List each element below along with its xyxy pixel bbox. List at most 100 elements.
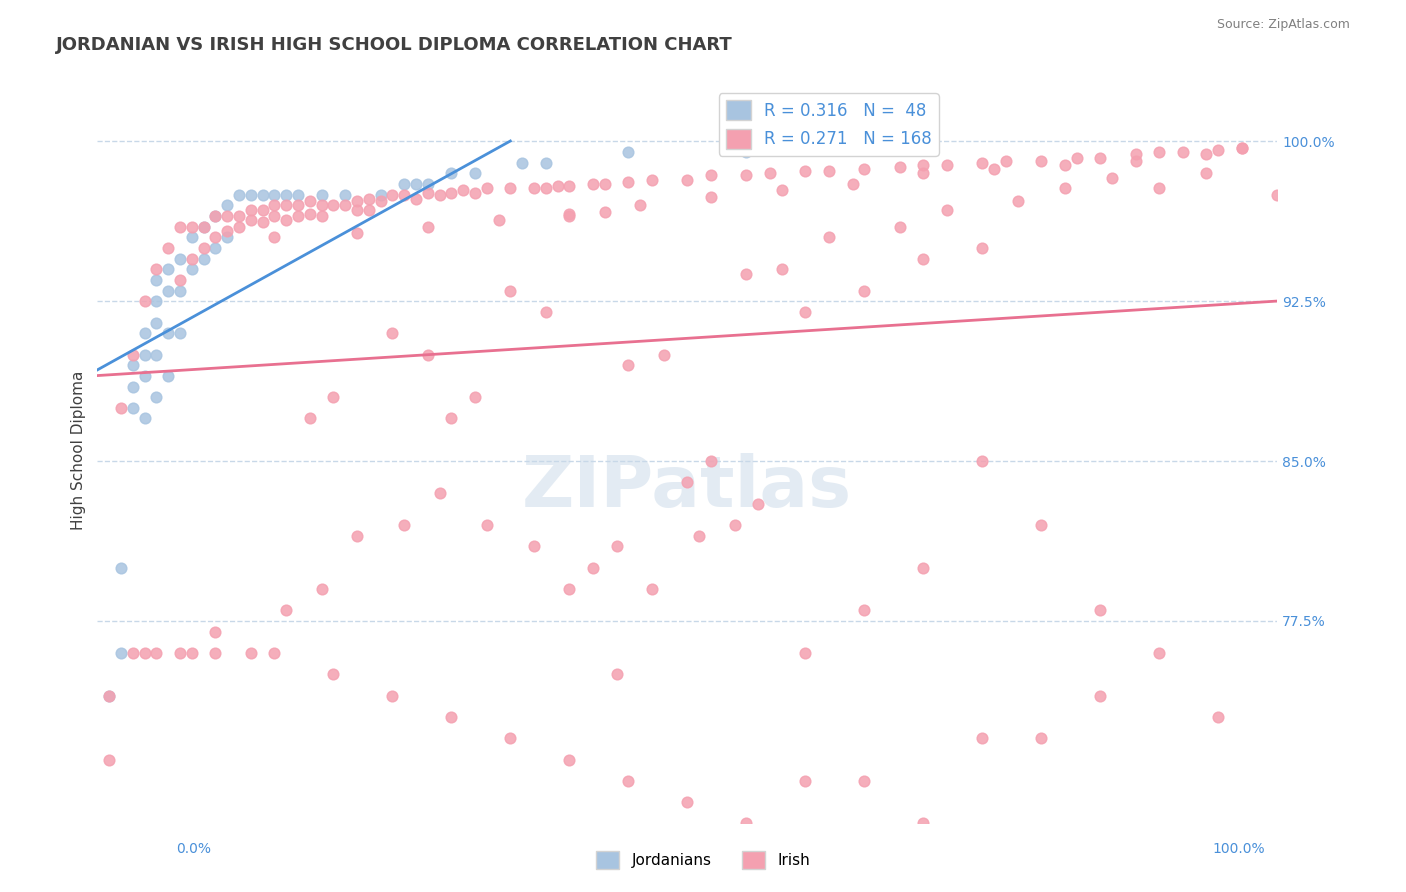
Point [169,252,191,266]
Point [110,646,132,660]
Point [204,624,226,639]
Point [252,215,274,229]
Point [311,187,333,202]
Point [346,226,368,240]
Point [134,368,156,383]
Point [818,230,841,244]
Point [794,773,817,788]
Point [464,390,486,404]
Text: Source: ZipAtlas.com: Source: ZipAtlas.com [1216,18,1350,31]
Point [972,155,994,169]
Point [169,284,191,298]
Point [1053,158,1076,172]
Point [134,347,156,361]
Text: JORDANIAN VS IRISH HIGH SCHOOL DIPLOMA CORRELATION CHART: JORDANIAN VS IRISH HIGH SCHOOL DIPLOMA C… [56,36,733,54]
Point [794,164,817,178]
Point [912,816,935,830]
Point [676,795,699,809]
Point [193,219,215,234]
Point [217,224,239,238]
Point [853,603,876,617]
Point [440,411,463,425]
Point [333,187,356,202]
Point [534,155,557,169]
Point [488,213,510,227]
Point [1206,143,1229,157]
Point [157,326,180,341]
Point [1265,187,1288,202]
Point [204,230,226,244]
Point [1066,152,1088,166]
Point [475,181,498,195]
Point [228,187,250,202]
Point [157,368,180,383]
Point [440,166,463,180]
Y-axis label: High School Diploma: High School Diploma [72,371,86,530]
Point [169,646,191,660]
Point [759,166,782,180]
Point [440,710,463,724]
Point [747,497,769,511]
Text: 100.0%: 100.0% [1213,842,1265,856]
Point [464,166,486,180]
Point [405,192,427,206]
Point [628,198,651,212]
Point [735,816,758,830]
Point [1101,170,1123,185]
Point [912,158,935,172]
Point [121,358,143,372]
Point [381,326,404,341]
Point [440,186,463,200]
Point [263,230,285,244]
Point [593,204,616,219]
Point [972,731,994,746]
Point [451,183,474,197]
Point [276,198,298,212]
Point [333,198,356,212]
Point [381,187,404,202]
Point [98,752,121,766]
Point [523,540,546,554]
Point [700,454,723,468]
Point [1149,646,1171,660]
Legend: Jordanians, Irish: Jordanians, Irish [591,845,815,875]
Point [121,347,143,361]
Point [558,752,581,766]
Point [700,190,723,204]
Point [98,689,121,703]
Point [134,326,156,341]
Point [98,689,121,703]
Point [912,252,935,266]
Point [322,390,344,404]
Point [558,209,581,223]
Point [1149,181,1171,195]
Point [145,390,167,404]
Point [145,294,167,309]
Point [641,173,664,187]
Point [134,294,156,309]
Point [499,731,522,746]
Point [193,219,215,234]
Point [1053,181,1076,195]
Point [534,305,557,319]
Point [641,582,664,596]
Point [287,209,309,223]
Point [770,262,793,277]
Point [510,155,533,169]
Point [145,273,167,287]
Point [252,202,274,217]
Point [392,177,415,191]
Point [145,347,167,361]
Point [252,187,274,202]
Point [676,475,699,490]
Point [110,560,132,574]
Point [145,316,167,330]
Point [276,603,298,617]
Legend: R = 0.316   N =  48, R = 0.271   N = 168: R = 0.316 N = 48, R = 0.271 N = 168 [718,94,939,155]
Point [889,160,911,174]
Point [228,219,250,234]
Point [204,646,226,660]
Point [180,219,202,234]
Point [346,194,368,208]
Point [276,213,298,227]
